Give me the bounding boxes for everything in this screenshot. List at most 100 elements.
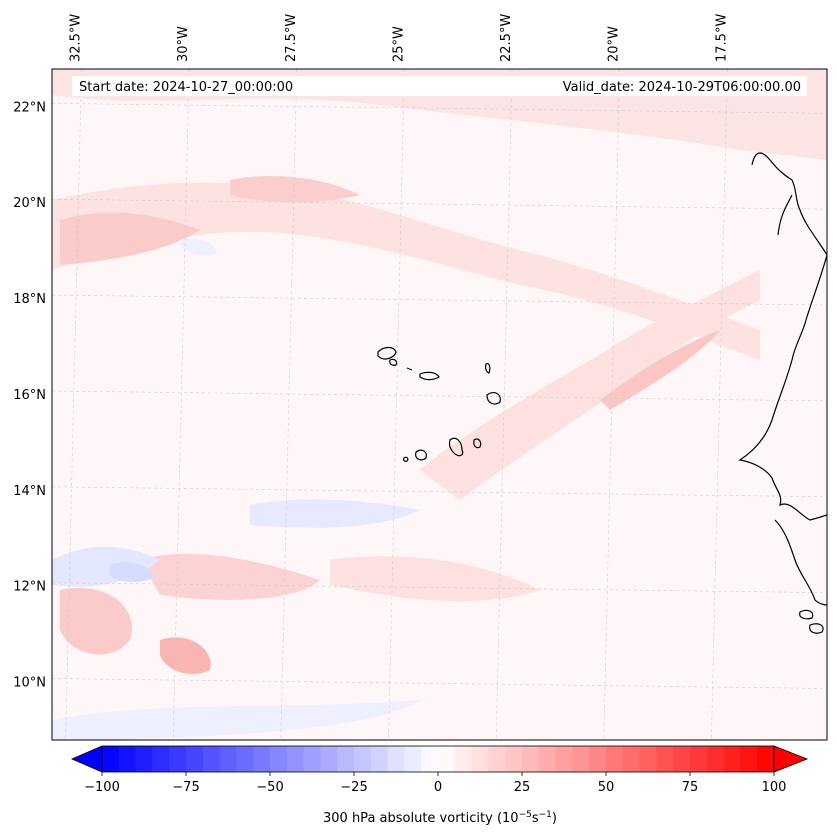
colorbar-block: [219, 746, 237, 772]
colorbar-block: [337, 746, 355, 772]
colorbar-block: [118, 746, 137, 772]
vorticity-negative-patch-2: [110, 562, 155, 582]
island-sao-vicente: [389, 358, 398, 366]
island-santa-luzia: [406, 367, 413, 371]
colorbar-block: [202, 746, 221, 772]
colorbar-ticks: −100 −75 −50 −25 0 25 50 75 100: [84, 772, 786, 795]
colorbar-block: [438, 746, 456, 772]
longitude-label: 30°W: [176, 26, 191, 62]
colorbar-label-exp1: −5: [519, 810, 532, 820]
colorbar-block: [471, 746, 489, 772]
colorbar-block: [135, 746, 153, 772]
latitude-label: 20°N: [13, 196, 46, 211]
colorbar-block: [740, 746, 758, 772]
colorbar-block: [102, 746, 120, 772]
colorbar-block: [555, 746, 573, 772]
colorbar-block: [320, 746, 338, 772]
colorbar-block: [169, 746, 187, 772]
colorbar-tick-label: −50: [256, 780, 283, 795]
longitude-label: 27.5°W: [284, 14, 299, 62]
gridline-lon: [603, 69, 621, 740]
colorbar-block: [538, 746, 557, 772]
colorbar-tick-label: 100: [762, 780, 787, 795]
gridline-lon: [388, 69, 405, 740]
colorbar-block: [286, 746, 305, 772]
island-sao-nicolau: [419, 371, 440, 381]
vorticity-band-central-diag: [420, 270, 760, 500]
colorbar-block: [404, 746, 422, 772]
colorbar-block: [354, 746, 372, 772]
colorbar-block: [186, 746, 204, 772]
coastline-africa-north: [751, 152, 827, 256]
coastline-gambia-guinea: [774, 519, 827, 606]
island-brava: [403, 456, 409, 462]
island-sal: [485, 362, 491, 374]
colorbar-block: [656, 746, 674, 772]
colorbar-block: [572, 746, 590, 772]
colorbar-block: [639, 746, 657, 772]
gridline-lon: [172, 69, 190, 740]
colorbar-block: [270, 746, 288, 772]
vorticity-cell-southwest: [60, 588, 132, 655]
vorticity-band-north-3: [60, 212, 200, 265]
colorbar-tick-label: 0: [434, 780, 442, 795]
island-santiago: [448, 437, 464, 457]
colorbar-block: [673, 746, 691, 772]
latitude-label: 18°N: [13, 292, 46, 307]
coastline-africa: [738, 254, 827, 521]
longitude-label: 22.5°W: [499, 14, 514, 62]
colorbar-label-end: ): [552, 811, 557, 826]
vorticity-band-central-diag-2: [600, 330, 720, 410]
longitude-label: 32.5°W: [69, 14, 84, 62]
latitude-label: 22°N: [13, 100, 46, 115]
vorticity-cell-south-1: [160, 637, 211, 675]
colorbar-label-mid: s: [532, 811, 539, 826]
start-date-label: Start date: 2024-10-27_00:00:00: [79, 80, 293, 95]
coastline-bijagos: [799, 609, 824, 634]
colorbar-blocks: [102, 746, 775, 772]
colorbar-block: [253, 746, 271, 772]
colorbar-block: [606, 746, 624, 772]
colorbar-block: [706, 746, 725, 772]
colorbar-block: [690, 746, 708, 772]
colorbar-tick-label: −25: [340, 780, 367, 795]
colorbar-tick-label: −75: [172, 780, 199, 795]
vorticity-negative-patch-4: [180, 238, 216, 256]
colorbar-block: [723, 746, 741, 772]
vorticity-cell-south-2: [140, 553, 320, 600]
colorbar-extend-high: [773, 745, 809, 773]
longitude-label: 17.5°W: [714, 14, 729, 62]
vorticity-negative-patch-1: [52, 546, 160, 587]
island-fogo: [415, 449, 427, 461]
colorbar: −100 −75 −50 −25 0 25 50 75 100 300 hPa absolute…: [70, 745, 809, 826]
latitude-label: 14°N: [13, 484, 46, 499]
colorbar-block: [387, 746, 405, 772]
colorbar-block: [505, 746, 523, 772]
island-santo-antao: [377, 346, 397, 360]
colorbar-block: [589, 746, 607, 772]
vorticity-negative-patch-3: [250, 499, 420, 528]
colorbar-block: [370, 746, 389, 772]
longitude-label: 25°W: [391, 26, 406, 62]
gridlines: [52, 69, 827, 740]
colorbar-block: [421, 746, 439, 772]
valid-date-label: Valid_date: 2024-10-29T06:00:00.00: [563, 80, 801, 95]
map-background: [52, 69, 827, 740]
coastline-africa-bulge: [777, 194, 793, 236]
vorticity-negative-patch-5: [52, 700, 420, 740]
vorticity-cell-south-3: [330, 556, 540, 602]
annotation-background: [72, 76, 807, 96]
colorbar-label-main: 300 hPa absolute vorticity (10: [323, 811, 519, 826]
longitude-labels: 32.5°W 30°W 27.5°W 25°W 22.5°W 20°W 17.5°W: [69, 14, 730, 62]
colorbar-tick-label: 25: [514, 780, 531, 795]
coastlines: [377, 152, 827, 634]
colorbar-label: 300 hPa absolute vorticity (10−5s−1): [323, 810, 557, 826]
island-boa-vista: [486, 392, 501, 405]
colorbar-extend-low: [70, 745, 103, 773]
gridline-lon: [711, 69, 728, 740]
colorbar-block: [454, 746, 473, 772]
latitude-label: 16°N: [13, 388, 46, 403]
colorbar-block: [522, 746, 540, 772]
vorticity-band-north-2: [52, 182, 760, 360]
